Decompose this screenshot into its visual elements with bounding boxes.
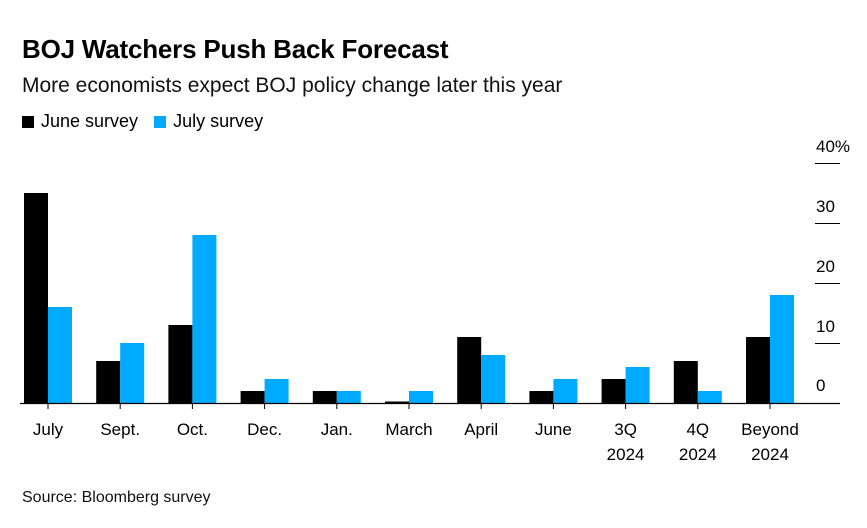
x-tick-label-10-0: Beyond: [741, 420, 799, 439]
chart-subtitle: More economists expect BOJ policy change…: [22, 74, 563, 97]
legend-swatch-june-survey: [22, 115, 34, 128]
bar-july-0: [48, 307, 72, 403]
x-tick-label-8-1: 2024: [607, 445, 645, 464]
legend-item-july-survey: July survey: [154, 111, 263, 132]
y-tick-label-0: 0: [816, 376, 825, 395]
bar-june-3: [240, 391, 265, 403]
bar-july-2: [192, 235, 217, 403]
bar-july-7: [553, 379, 578, 403]
bar-june-1: [96, 361, 121, 403]
bar-june-8: [601, 379, 626, 403]
x-tick-label-0-0: July: [33, 420, 64, 439]
source-note: Source: Bloomberg survey: [22, 489, 211, 506]
y-tick-label-40: 40%: [816, 137, 850, 156]
x-tick-label-9-0: 4Q: [686, 420, 709, 439]
bar-june-0: [24, 193, 48, 403]
bar-july-5: [409, 391, 433, 403]
x-tick-label-6-0: April: [464, 420, 498, 439]
legend-label-july-survey: July survey: [173, 111, 264, 131]
x-tick-label-8-0: 3Q: [614, 420, 637, 439]
bar-june-4: [312, 391, 337, 403]
legend-label-june-survey: June survey: [41, 111, 139, 131]
bar-july-1: [120, 343, 145, 403]
bar-june-10: [746, 337, 770, 403]
bar-july-9: [697, 391, 722, 403]
chart-title: BOJ Watchers Push Back Forecast: [22, 34, 449, 64]
y-tick-label-20: 20: [816, 257, 835, 276]
bar-july-4: [336, 391, 361, 403]
bar-july-3: [264, 379, 289, 403]
x-tick-label-7-0: June: [535, 420, 572, 439]
x-tick-label-5-0: March: [385, 420, 432, 439]
bar-june-5: [385, 401, 409, 403]
x-tick-label-10-1: 2024: [751, 445, 789, 464]
bar-july-6: [481, 355, 506, 403]
legend-swatch-july-survey: [154, 115, 167, 128]
bar-july-8: [625, 367, 650, 403]
x-tick-label-9-1: 2024: [679, 445, 717, 464]
legend: June survey July survey: [22, 111, 279, 132]
bar-june-7: [529, 391, 554, 403]
y-tick-label-30: 30: [816, 197, 835, 216]
bar-june-6: [457, 337, 482, 403]
legend-item-june-survey: June survey: [22, 111, 138, 132]
x-tick-label-3-0: Dec.: [247, 420, 282, 439]
bar-july-10: [770, 295, 794, 403]
x-tick-label-2-0: Oct.: [177, 420, 208, 439]
bar-june-2: [168, 325, 193, 403]
x-tick-label-1-0: Sept.: [100, 420, 140, 439]
bar-june-9: [673, 361, 698, 403]
x-tick-label-4-0: Jan.: [321, 420, 353, 439]
y-tick-label-10: 10: [816, 317, 835, 336]
